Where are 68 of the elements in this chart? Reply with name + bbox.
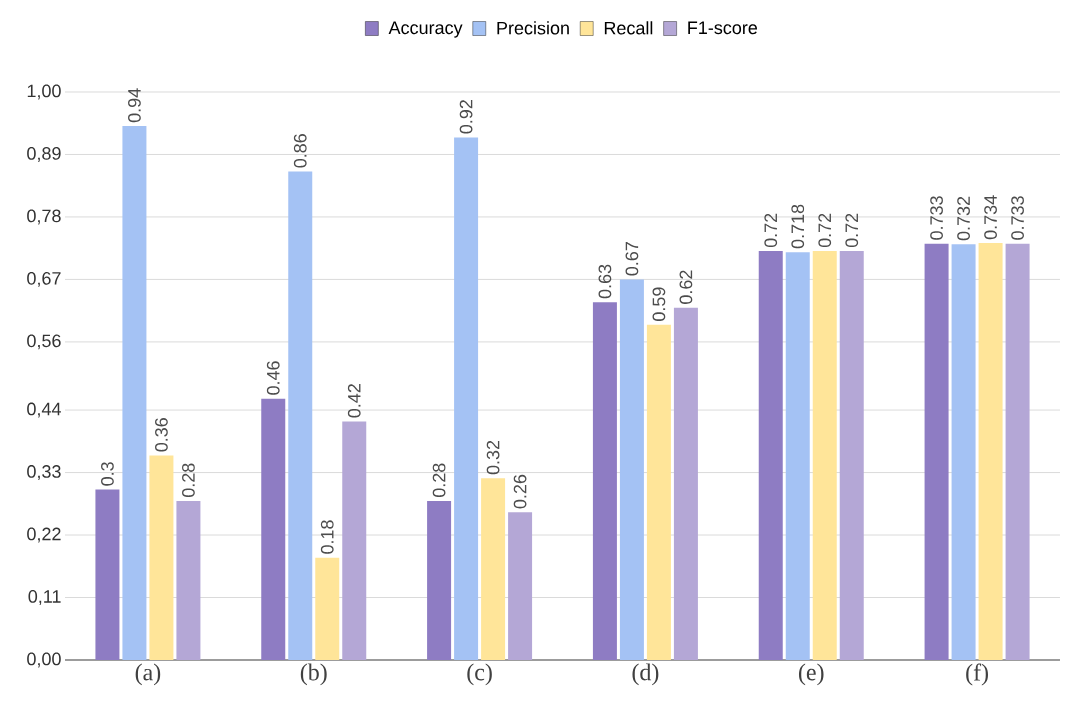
bar	[978, 243, 1003, 660]
data-label: 0.28	[182, 463, 195, 498]
bar	[758, 251, 783, 660]
legend-label: Precision	[497, 21, 569, 35]
data-label: 0.72	[845, 213, 859, 248]
y-tick-label: 0,89	[27, 147, 61, 162]
data-label: 0.59	[652, 287, 666, 321]
y-tick-label: 0,22	[27, 527, 61, 543]
bar	[619, 279, 644, 660]
x-tick-label: (e)	[798, 663, 824, 686]
x-tick-label: (b)	[300, 663, 327, 686]
bar	[508, 512, 533, 660]
bar	[673, 307, 698, 660]
data-label: 0.734	[984, 195, 997, 240]
y-tick-label: 0,44	[27, 402, 61, 418]
legend-label: F1-score	[688, 21, 758, 35]
bar	[924, 243, 949, 660]
y-tick-label: 0,78	[27, 209, 61, 225]
x-tick-label: (a)	[135, 663, 161, 686]
data-label: 0.733	[930, 196, 943, 240]
x-tick-label: (f)	[966, 663, 989, 686]
data-label: 0.718	[791, 204, 805, 249]
bar	[95, 489, 120, 660]
y-tick-label: 1,00	[27, 84, 61, 100]
data-label: 0.63	[598, 264, 612, 299]
legend-label: Recall	[604, 21, 653, 35]
data-label: 0.72	[764, 213, 778, 248]
bar	[122, 126, 147, 660]
data-label: 0.94	[128, 88, 141, 123]
bar	[176, 500, 201, 660]
bar	[261, 398, 286, 660]
bar	[481, 478, 506, 660]
bar	[1005, 243, 1030, 660]
data-label: 0.18	[320, 520, 334, 554]
y-tick-label: 0,11	[28, 590, 61, 605]
data-label: 0.86	[293, 134, 307, 168]
y-tick-label: 0,67	[27, 271, 61, 287]
data-label: 0.32	[486, 440, 500, 475]
data-label: 0.3	[101, 462, 114, 486]
bar	[839, 251, 864, 660]
x-tick-label: (c)	[467, 663, 492, 686]
data-label: 0.36	[155, 418, 168, 452]
y-tick-label: 0,00	[27, 652, 61, 668]
bar	[288, 171, 313, 660]
data-label: 0.42	[347, 384, 361, 418]
bar	[951, 244, 976, 660]
bar	[342, 421, 367, 660]
bar	[315, 557, 340, 660]
y-tick-label: 0,33	[27, 465, 61, 480]
bar	[646, 324, 671, 660]
data-label: 0.46	[266, 361, 280, 395]
bar	[427, 500, 452, 660]
bar	[592, 302, 617, 660]
data-label: 0.62	[679, 270, 693, 304]
bar	[785, 252, 810, 660]
bar	[149, 455, 174, 660]
data-label: 0.72	[818, 213, 832, 248]
data-label: 0.67	[625, 242, 639, 276]
bar	[812, 251, 837, 660]
x-tick-label: (d)	[632, 663, 659, 686]
data-label: 0.26	[513, 474, 527, 509]
data-label: 0.733	[1011, 196, 1024, 240]
legend-label: Accuracy	[388, 21, 463, 38]
y-tick-label: 0,56	[27, 334, 61, 350]
bar	[454, 137, 479, 660]
data-label: 0.92	[459, 100, 473, 134]
data-label: 0.28	[432, 463, 446, 498]
data-label: 0.732	[957, 196, 970, 241]
